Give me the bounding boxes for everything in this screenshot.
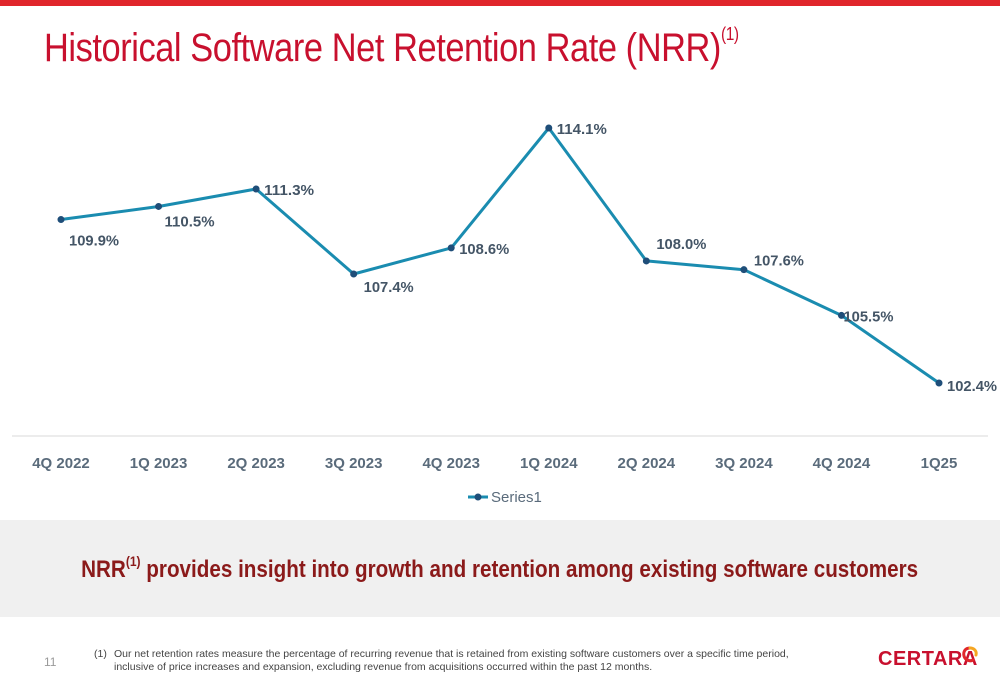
legend-marker-swatch [474, 493, 482, 501]
certara-logo-icon [962, 646, 978, 663]
nrr-line-chart: 109.9% 110.5% 111.3% 107.4% 108.6% 114.1% 108.… [12, 121, 997, 506]
page-title: Historical Software Net Retention Rate (… [44, 24, 739, 71]
footnote: (1) Our net retention rates measure the … [94, 648, 814, 674]
data-point-marker [740, 266, 748, 274]
data-label: 109.9% [69, 233, 119, 250]
x-tick-label: 1Q 2024 [520, 455, 578, 472]
page-number: 11 [44, 655, 57, 669]
data-point-marker [642, 257, 650, 265]
callout-text: NRR(1) provides insight into growth and … [0, 553, 1000, 584]
data-label: 107.6% [754, 253, 804, 270]
x-tick-label: 1Q25 [921, 455, 958, 472]
data-label: 105.5% [843, 308, 893, 325]
data-point-marker [155, 202, 163, 210]
data-point-marker [545, 124, 553, 132]
callout-superscript: (1) [126, 553, 141, 569]
data-label: 108.6% [459, 241, 509, 258]
data-label: 114.1% [557, 121, 607, 138]
callout-nrr: NRR [81, 556, 127, 583]
callout-rest: provides insight into growth and retenti… [140, 556, 919, 583]
x-tick-label: 2Q 2024 [618, 455, 676, 472]
x-tick-label: 3Q 2023 [325, 455, 383, 472]
x-tick-label: 3Q 2024 [715, 455, 773, 472]
series1-line [60, 126, 940, 385]
x-tick-label: 4Q 2022 [32, 455, 90, 472]
data-point-marker [350, 270, 358, 278]
title-text: Historical Software Net Retention Rate (… [44, 26, 721, 70]
top-accent-bar [0, 0, 1000, 6]
data-point-marker [837, 311, 845, 319]
data-label: 111.3% [264, 182, 314, 199]
legend-label: Series1 [491, 489, 542, 506]
x-tick-label: 1Q 2023 [130, 455, 188, 472]
data-label: 102.4% [947, 378, 997, 395]
footnote-text: Our net retention rates measure the perc… [114, 648, 789, 673]
footnote-mark: (1) [94, 648, 107, 660]
data-label: 107.4% [364, 279, 414, 296]
data-label: 110.5% [165, 213, 215, 230]
x-tick-label: 4Q 2023 [422, 455, 480, 472]
title-superscript: (1) [720, 24, 739, 44]
data-point-marker [935, 379, 943, 387]
data-label: 108.0% [656, 236, 706, 253]
x-tick-label: 2Q 2023 [227, 455, 285, 472]
x-tick-label: 4Q 2024 [813, 455, 871, 472]
data-point-marker [447, 244, 455, 252]
callout-band [0, 520, 1000, 617]
data-point-marker [252, 185, 260, 193]
data-point-marker [57, 216, 65, 224]
certara-logo: CERTARA [878, 648, 978, 670]
